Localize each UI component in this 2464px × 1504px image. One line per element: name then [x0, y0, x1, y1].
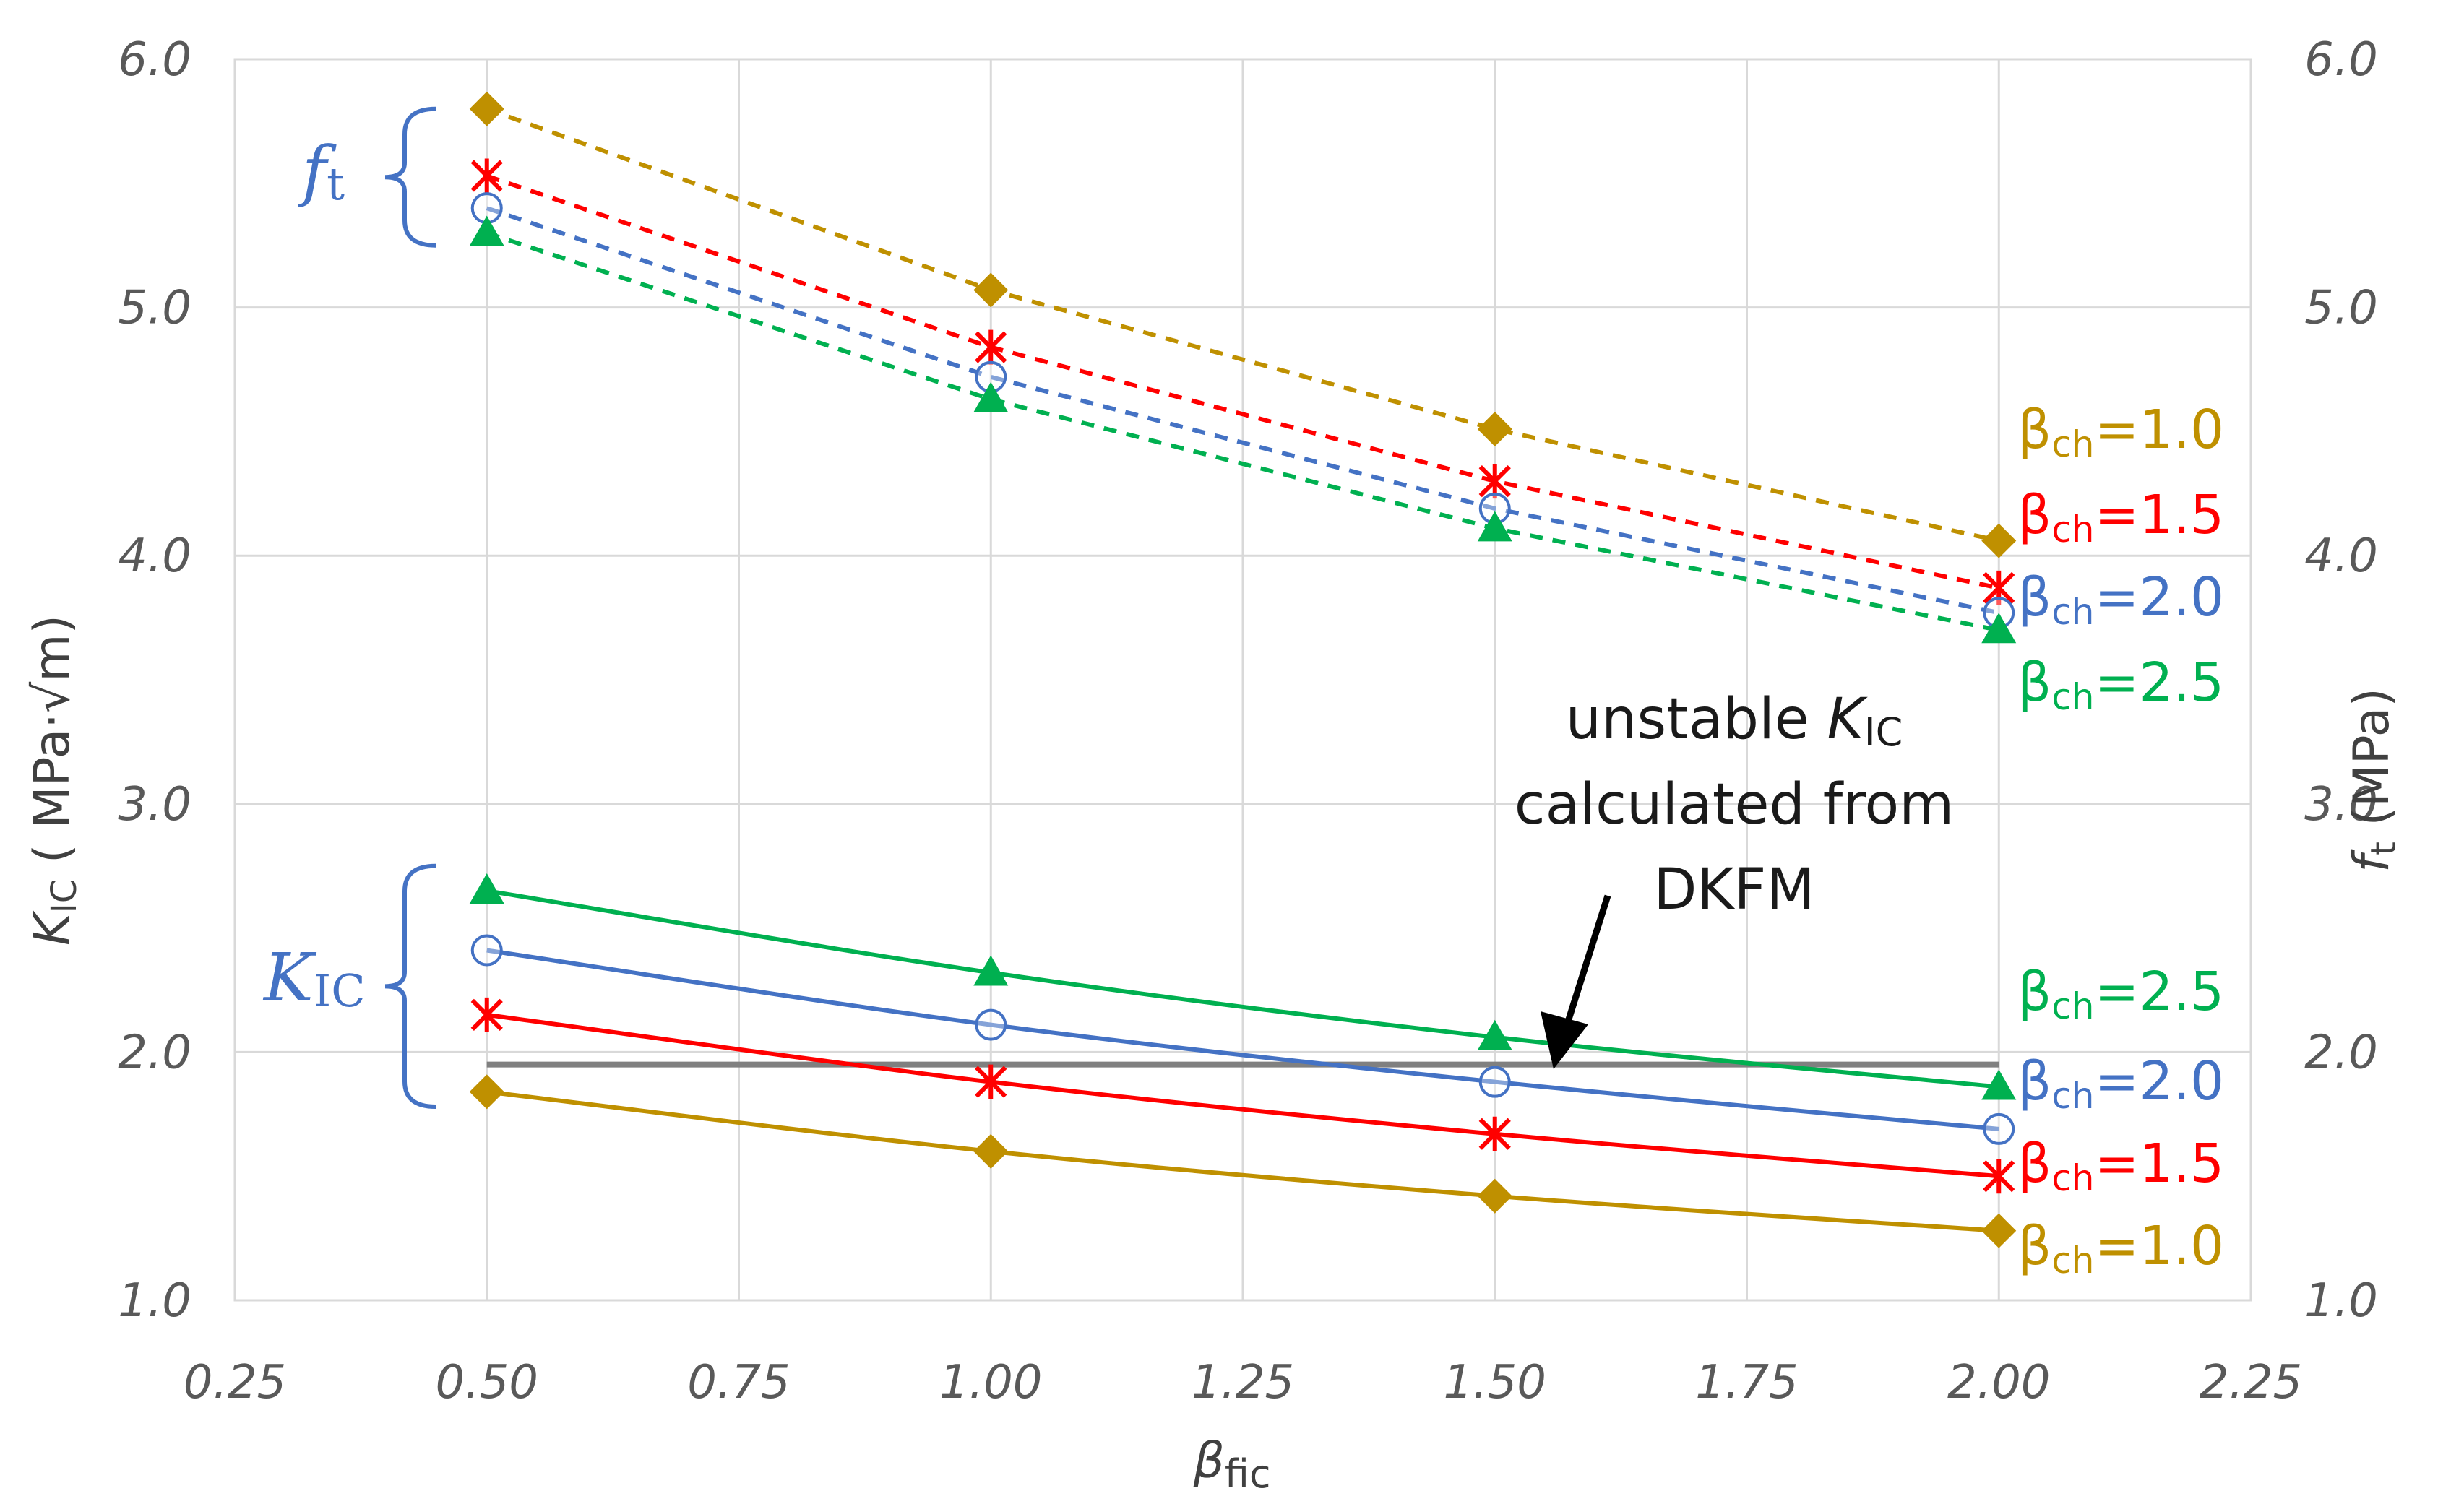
marker-triangle [1981, 1069, 2017, 1100]
marker-triangle [973, 955, 1009, 986]
x-tick-label: 2.00 [1947, 1356, 2051, 1409]
ft-series-label: βch=1.5 [2017, 484, 2224, 550]
annotation-line2: calculated from [1515, 772, 1955, 837]
marker-triangle [469, 215, 504, 246]
annotation-arrow [1561, 894, 1611, 1034]
kic-series-label: βch=2.5 [2017, 961, 2224, 1027]
series-labels: βch=1.0 βch=1.5 βch=2.0 βch=2.5 βch=2.5 βch=2… [2017, 399, 2224, 1282]
x-tick-label: 0.50 [436, 1356, 539, 1409]
annotation-line1: unstable KIC [1566, 687, 1903, 755]
y2-tick-label: 6.0 [2304, 33, 2378, 87]
y2-tick-label: 2.0 [2304, 1026, 2378, 1079]
ft-series-label: βch=2.0 [2017, 566, 2224, 633]
plot-area-border [233, 58, 2252, 1302]
marker-circle [470, 934, 503, 967]
marker-diamond [1477, 1178, 1512, 1214]
series-line [486, 230, 1999, 633]
marker-triangle [1477, 1019, 1512, 1050]
series-kic-3 [469, 1074, 2017, 1248]
y-tick-label: 2.0 [118, 1026, 191, 1079]
y-tick-label: 6.0 [118, 33, 191, 87]
x-tick-label: 1.50 [1444, 1356, 1547, 1409]
x-tick-label: 0.75 [687, 1356, 791, 1409]
kic-bracket-label: KIC [262, 939, 366, 1017]
ft-bracket-label: ft [298, 132, 345, 210]
marker-triangle [1981, 613, 2017, 644]
y-tick-label: 4.0 [118, 530, 191, 583]
series-line [486, 206, 1999, 615]
ft-series-label: βch=1.0 [2017, 399, 2224, 465]
series [469, 91, 2017, 1248]
y2-tick-label: 3.0 [2304, 778, 2378, 831]
y-tick-label: 3.0 [118, 778, 191, 831]
marker-diamond [469, 1074, 504, 1110]
y2-axis-title: ft (MPa) [2343, 688, 2404, 873]
y-tick-label: 1.0 [118, 1274, 191, 1328]
marker-triangle [1477, 511, 1512, 542]
marker-triangle [469, 873, 504, 904]
x-tick-label: 1.75 [1695, 1356, 1799, 1409]
marker-diamond [1981, 1213, 2017, 1248]
marker-diamond [469, 91, 504, 126]
marker-diamond [1981, 523, 2017, 558]
x-tick-label: 0.25 [184, 1356, 287, 1409]
series-line [486, 1012, 1999, 1179]
ft-bracket: ft [298, 106, 436, 248]
series-kic-1 [470, 934, 2015, 1145]
marker-triangle [973, 381, 1009, 412]
y-tick-label: 5.0 [118, 282, 191, 335]
series-ft-3 [469, 215, 2017, 644]
series-kic-0 [469, 873, 2017, 1100]
series-line [486, 1089, 1999, 1233]
x-tick-label: 1.00 [939, 1356, 1043, 1409]
series-ft-2 [470, 192, 2015, 629]
marker-circle [1983, 1112, 2015, 1145]
marker-diamond [973, 1133, 1009, 1169]
x-tick-label: 2.25 [2200, 1356, 2303, 1409]
kic-bracket-shape [384, 863, 436, 1109]
annotation-arrowhead [1541, 1011, 1588, 1069]
ft-bracket-shape [384, 106, 436, 248]
series-line [486, 889, 1999, 1089]
kic-series-label: βch=1.5 [2017, 1133, 2224, 1199]
dkfm-annotation: unstable KIC calculated from DKFM [1515, 687, 1955, 1069]
marker-circle [1478, 1066, 1511, 1098]
y2-tick-label: 5.0 [2304, 282, 2378, 335]
kic-series-label: βch=2.0 [2017, 1050, 2224, 1117]
series-ft-0 [469, 91, 2017, 558]
series-ft-1 [470, 158, 2015, 605]
marker-circle [975, 1008, 1007, 1041]
x-axis-title: βfic [1192, 1432, 1270, 1497]
y2-tick-label: 4.0 [2304, 530, 2378, 583]
y2-tick-label: 1.0 [2304, 1274, 2378, 1328]
ft-series-label: βch=2.5 [2017, 652, 2224, 718]
kic-bracket: KIC [262, 863, 436, 1109]
axes: 0.25 0.50 0.75 1.00 1.25 1.50 1.75 2.00 2.251.02… [118, 33, 2378, 1409]
series-kic-2 [470, 997, 2015, 1194]
marker-diamond [1477, 411, 1512, 446]
x-tick-label: 1.25 [1192, 1356, 1295, 1409]
series-line [486, 173, 1999, 590]
series-line [486, 106, 1999, 543]
marker-diamond [973, 272, 1009, 308]
grid [233, 58, 2252, 1302]
series-line [486, 948, 1999, 1131]
y-axis-title: KIC ( MPa·√m) [24, 615, 85, 946]
annotation-line3: DKFM [1653, 857, 1814, 922]
kic-series-label: βch=1.0 [2017, 1215, 2224, 1282]
